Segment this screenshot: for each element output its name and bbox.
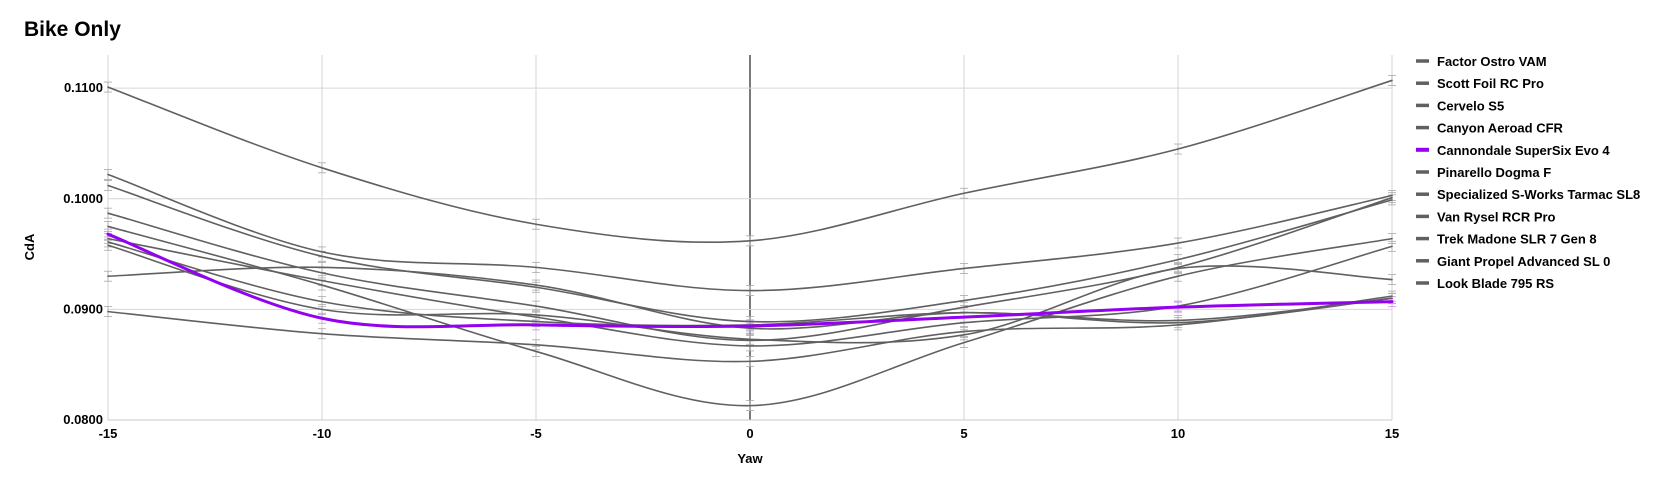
legend-label-giant-propel-advanced-sl-0: Giant Propel Advanced SL 0 — [1437, 254, 1610, 269]
legend-label-look-blade-795-rs: Look Blade 795 RS — [1437, 276, 1554, 291]
series-line-van-rysel-rcr-pro — [107, 244, 1393, 344]
series-line-scott-foil-rc-pro — [107, 173, 1393, 292]
series-line-look-blade-795-rs — [107, 295, 1393, 363]
series-line-cannondale-supersix-evo-4 — [106, 232, 1394, 329]
series-line-giant-propel-advanced-sl-0 — [107, 266, 1393, 330]
x-tick-label: -10 — [313, 426, 332, 441]
chart-title: Bike Only — [24, 18, 121, 41]
x-tick-label: -5 — [530, 426, 542, 441]
series-lines — [106, 79, 1394, 407]
legend-label-scott-foil-rc-pro: Scott Foil RC Pro — [1437, 76, 1544, 91]
x-tick-label: 0 — [746, 426, 753, 441]
y-tick-label: 0.1100 — [64, 80, 103, 95]
legend-label-canyon-aeroad-cfr: Canyon Aeroad CFR — [1437, 121, 1564, 136]
legend-label-cervelo-s5: Cervelo S5 — [1437, 98, 1504, 113]
series-line-canyon-aeroad-cfr — [107, 196, 1393, 342]
legend: Factor Ostro VAM Scott Foil RC Pro Cervelo… — [1416, 54, 1640, 291]
y-tick-label: 0.1000 — [63, 191, 103, 206]
x-tick-label: 5 — [960, 426, 967, 441]
y-axis-label: CdA — [22, 233, 37, 260]
legend-label-trek-madone-slr-7-gen-8: Trek Madone SLR 7 Gen 8 — [1437, 232, 1597, 247]
series-line-trek-madone-slr-7-gen-8 — [107, 225, 1393, 407]
x-tick-label: -15 — [99, 426, 118, 441]
series-line-cervelo-s5 — [107, 184, 1393, 323]
series-line-factor-ostro-vam — [107, 79, 1393, 244]
axes: -15 -10 -5 0 5 10 15 0.0800 0.0900 0.1000 0.1100 — [63, 80, 1399, 441]
legend-label-cannondale-supersix-evo-4: Cannondale SuperSix Evo 4 — [1437, 143, 1610, 158]
legend-label-van-rysel-rcr-pro: Van Rysel RCR Pro — [1437, 209, 1556, 224]
legend-label-pinarello-dogma-f: Pinarello Dogma F — [1437, 165, 1551, 180]
y-tick-label: 0.0800 — [63, 412, 103, 427]
x-tick-label: 10 — [1171, 426, 1185, 441]
legend-label-factor-ostro-vam: Factor Ostro VAM — [1437, 54, 1547, 69]
x-tick-label: 15 — [1385, 426, 1399, 441]
y-tick-label: 0.0900 — [63, 301, 103, 316]
legend-label-specialized-s-works-tarmac-sl8: Specialized S-Works Tarmac SL8 — [1437, 187, 1640, 202]
x-axis-label: Yaw — [737, 451, 763, 466]
